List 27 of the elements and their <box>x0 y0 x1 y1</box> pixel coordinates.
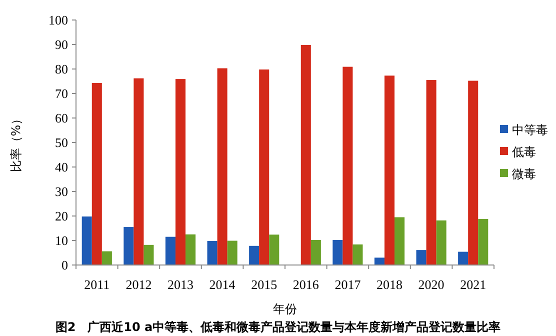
x-tick-label: 2014 <box>209 277 236 292</box>
y-tick-label: 40 <box>55 160 68 174</box>
y-tick-label: 70 <box>55 86 68 101</box>
x-tick-label: 2021 <box>460 277 486 292</box>
x-tick-label: 2018 <box>376 277 402 292</box>
y-tick-label: 10 <box>55 233 68 248</box>
y-tick-label: 80 <box>55 62 68 76</box>
y-tick-label: 0 <box>62 258 68 272</box>
x-tick-label: 2015 <box>251 277 278 292</box>
y-tick-label: 100 <box>48 12 68 28</box>
y-tick-label: 50 <box>55 135 68 150</box>
y-tick-label: 30 <box>55 184 68 199</box>
x-tick-label: 2011 <box>84 277 110 292</box>
x-tick-label: 2013 <box>168 277 194 292</box>
y-tick-label: 20 <box>55 208 68 224</box>
text: 图2 广西近10 a中等毒、低毒和微毒产品登记数量与本年度新增产品登记数量比率 <box>55 320 501 334</box>
x-tick-label: 2020 <box>418 277 444 292</box>
x-tick-label: 2016 <box>292 277 320 292</box>
y-tick-label: 60 <box>55 110 68 126</box>
y-axis-title: 比率（%） <box>9 112 23 172</box>
legend-label: 中等毒 <box>512 123 548 137</box>
x-tick-label: 2017 <box>334 277 362 292</box>
legend-label: 微毒 <box>512 167 536 181</box>
legend-label: 低毒 <box>512 145 536 159</box>
x-tick-label: 2012 <box>126 277 152 292</box>
y-tick-label: 90 <box>55 37 68 52</box>
x-axis-title: 年份 <box>273 302 297 316</box>
